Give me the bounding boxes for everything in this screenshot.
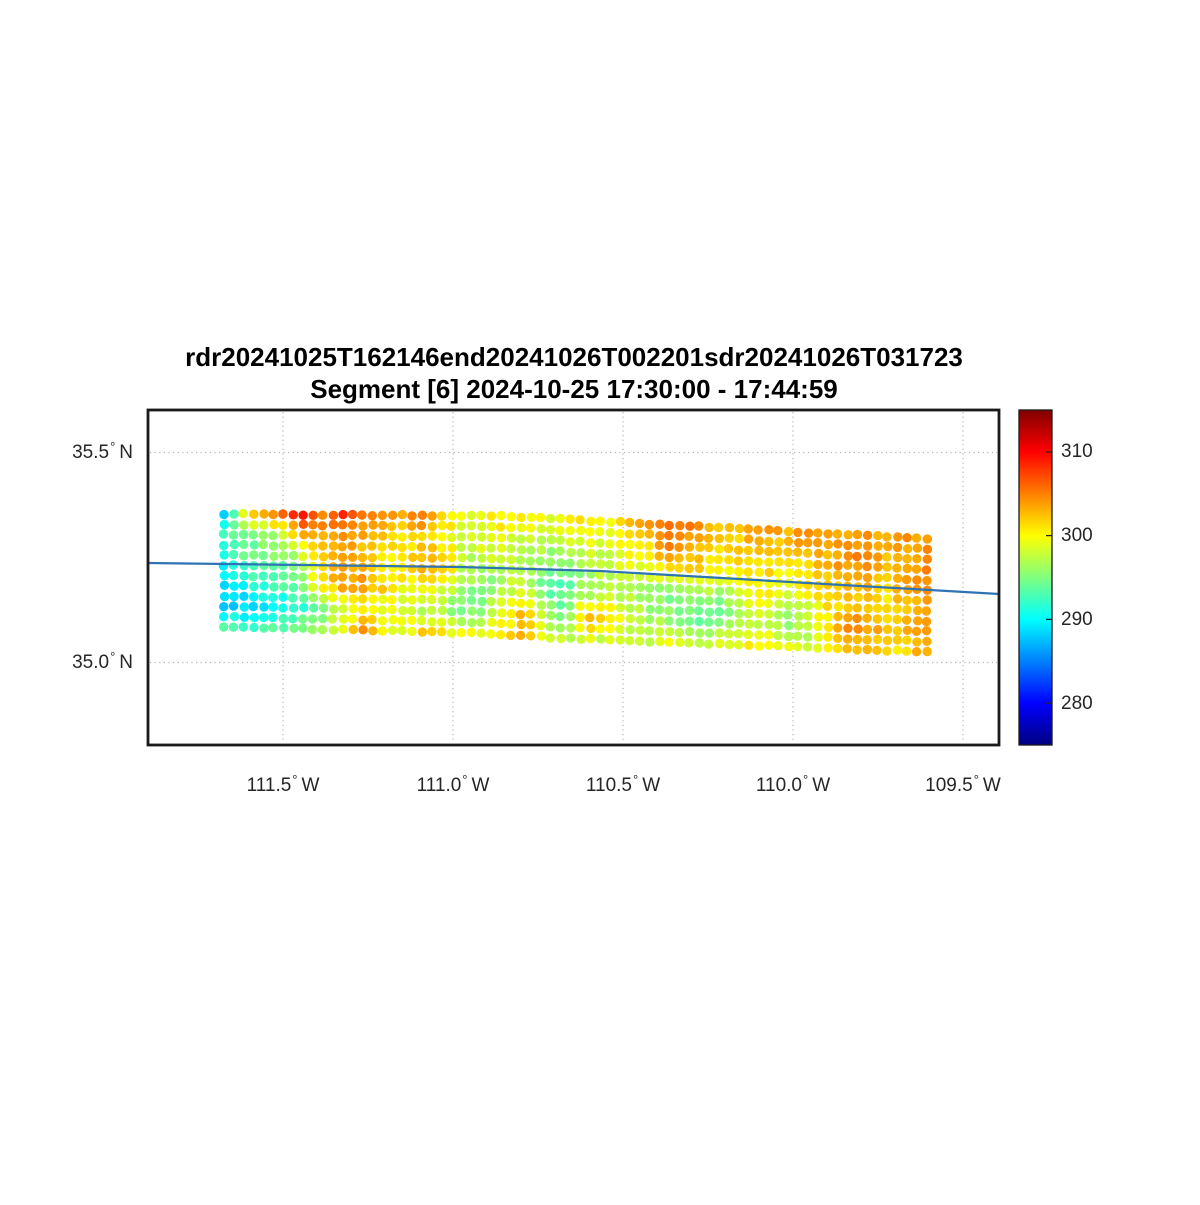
x-tick-label-110-0w: 110.0° W	[743, 772, 843, 800]
x-tick-value: 111.5	[246, 775, 292, 796]
colorbar-tick-label-290: 290	[1061, 608, 1093, 630]
degree-symbol: °	[633, 772, 639, 787]
x-tick-label-111-5w: 111.5° W	[233, 772, 333, 800]
degree-symbol: °	[110, 439, 116, 454]
x-tick-label-111-0w: 111.0° W	[403, 772, 503, 800]
hemisphere-letter: W	[471, 775, 490, 796]
degree-symbol: °	[292, 772, 298, 787]
swath-dots	[218, 508, 933, 657]
degree-symbol: °	[803, 772, 809, 787]
y-tick-label-35-0n: 35.0° N	[23, 649, 133, 677]
colorbar-tick-label-280: 280	[1061, 692, 1093, 714]
hemisphere-letter: W	[301, 775, 320, 796]
x-tick-label-109-5w: 109.5° W	[913, 772, 1013, 800]
hemisphere-letter: N	[119, 652, 133, 673]
map-frame	[146, 408, 1001, 747]
degree-symbol: °	[462, 772, 468, 787]
y-tick-value: 35.5	[72, 442, 110, 463]
y-tick-value: 35.0	[72, 652, 110, 673]
hemisphere-letter: W	[982, 775, 1001, 796]
hemisphere-letter: N	[119, 442, 133, 463]
ground-track-line	[147, 561, 1000, 596]
x-tick-value: 110.0	[755, 775, 802, 796]
figure-title-line1: rdr20241025T162146end20241026T002201sdr2…	[185, 342, 963, 372]
x-tick-value: 110.5	[585, 775, 632, 796]
degree-symbol: °	[973, 772, 979, 787]
hemisphere-letter: W	[642, 775, 661, 796]
x-tick-label-110-5w: 110.5° W	[573, 772, 673, 800]
colorbar	[1018, 409, 1053, 746]
colorbar-tick-label-310: 310	[1061, 441, 1093, 463]
degree-symbol: °	[110, 649, 116, 664]
x-tick-value: 111.0	[416, 775, 462, 796]
graticule-gridlines	[150, 412, 997, 743]
hemisphere-letter: W	[812, 775, 831, 796]
y-tick-label-35-5n: 35.5° N	[23, 439, 133, 467]
colorbar-gradient	[1018, 409, 1053, 746]
figure-title-line2: Segment [6] 2024-10-25 17:30:00 - 17:44:…	[310, 374, 838, 404]
colorbar-tick-label-300: 300	[1061, 525, 1093, 547]
x-tick-value: 109.5	[925, 775, 973, 796]
